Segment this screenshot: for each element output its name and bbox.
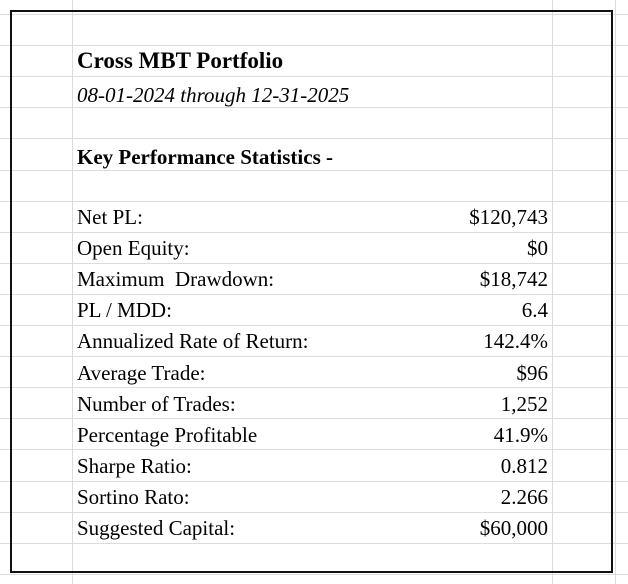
- grid-line: [0, 232, 628, 233]
- stat-value: $120,743: [469, 205, 548, 229]
- grid-line: [0, 325, 628, 326]
- stat-label: Sharpe Ratio:: [77, 453, 192, 478]
- stat-value: 142.4%: [483, 329, 548, 354]
- stat-label: Open Equity:: [77, 236, 190, 261]
- stat-label: Net PL:: [77, 205, 143, 229]
- subtitle: 08-01-2024 through 12-31-2025: [77, 83, 350, 107]
- stat-value: 41.9%: [493, 422, 548, 447]
- grid-line: [0, 138, 628, 139]
- stat-label: Suggested Capital:: [77, 516, 236, 540]
- grid-line: [0, 418, 628, 419]
- grid-line: [615, 0, 616, 584]
- stat-label: Percentage Profitable: [77, 422, 258, 447]
- grid-line: [0, 449, 628, 450]
- grid-line: [0, 512, 628, 513]
- grid-line: [0, 481, 628, 482]
- stat-label: Sortino Rato:: [77, 484, 190, 509]
- grid-line: [0, 107, 628, 108]
- grid-line: [0, 574, 628, 575]
- stat-value: $18,742: [479, 267, 548, 292]
- stat-label: PL / MDD:: [77, 298, 172, 323]
- grid-line: [552, 0, 553, 584]
- grid-line: [0, 387, 628, 388]
- stat-value: $0: [527, 236, 548, 261]
- stat-label: Number of Trades:: [77, 391, 236, 416]
- grid-line: [0, 76, 628, 77]
- grid-line: [72, 0, 73, 584]
- grid-line: [0, 170, 628, 171]
- grid-line: [0, 45, 628, 46]
- stat-value: 2.266: [500, 484, 548, 509]
- stat-label: Annualized Rate of Return:: [77, 329, 309, 354]
- stat-label: Average Trade:: [77, 360, 206, 385]
- stat-value: 1,252: [500, 391, 548, 416]
- grid-line: [0, 356, 628, 357]
- border-box: [10, 10, 613, 573]
- stat-value: 0.812: [500, 453, 548, 478]
- title: Cross MBT Portfolio: [77, 48, 284, 73]
- stat-value: $96: [516, 360, 549, 385]
- grid-line: [0, 294, 628, 295]
- grid-line: [0, 14, 628, 15]
- stat-value: 6.4: [521, 298, 548, 323]
- grid-line: [0, 543, 628, 544]
- stat-label: Maximum Drawdown:: [77, 267, 275, 292]
- stat-value: $60,000: [479, 516, 548, 540]
- section-heading: Key Performance Statistics -: [77, 145, 333, 169]
- grid-line: [0, 201, 628, 202]
- grid-line: [0, 263, 628, 264]
